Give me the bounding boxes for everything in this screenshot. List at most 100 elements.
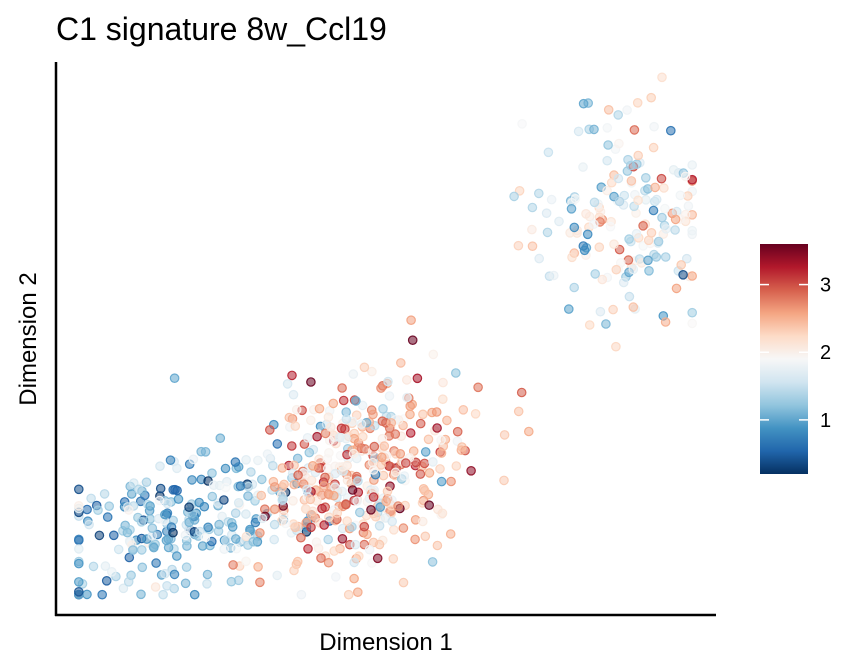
data-point (605, 221, 616, 232)
data-point (680, 171, 691, 182)
data-point (602, 155, 612, 166)
data-point (381, 496, 391, 507)
data-point (86, 493, 96, 504)
data-point (659, 183, 669, 193)
data-point (253, 455, 263, 466)
data-point (436, 476, 447, 487)
data-point (438, 377, 448, 388)
data-point (410, 534, 420, 545)
data-point (388, 524, 399, 535)
data-point (589, 124, 599, 135)
data-point (226, 576, 237, 587)
data-point (395, 358, 406, 368)
data-point (427, 557, 438, 567)
data-point (133, 484, 144, 495)
data-point (458, 404, 469, 415)
data-point (665, 125, 676, 136)
data-point (648, 205, 659, 216)
data-point (323, 557, 334, 568)
data-point (563, 304, 574, 314)
data-point (578, 98, 589, 109)
data-point (284, 412, 295, 423)
data-point (312, 431, 322, 442)
data-point (588, 219, 599, 229)
data-point (470, 408, 481, 419)
data-point (390, 467, 401, 478)
data-point (241, 556, 251, 567)
data-point (437, 508, 448, 519)
data-point (527, 202, 538, 213)
data-point (173, 494, 184, 504)
data-point (306, 522, 316, 533)
data-point (582, 229, 593, 240)
data-point (411, 457, 421, 468)
data-point (256, 490, 267, 501)
data-point (595, 306, 606, 317)
data-point (527, 241, 538, 251)
data-point (332, 508, 343, 518)
data-point (147, 523, 158, 533)
data-point (405, 409, 415, 420)
data-point (516, 387, 527, 398)
data-point (305, 415, 316, 426)
data-point (314, 403, 325, 414)
data-point (264, 425, 275, 435)
data-point (163, 542, 174, 553)
data-point (369, 441, 380, 452)
data-point (172, 485, 182, 496)
data-point (341, 499, 351, 510)
data-point (230, 457, 241, 467)
data-point (219, 544, 229, 554)
data-point (74, 558, 84, 569)
data-point (324, 512, 334, 522)
data-point (303, 543, 313, 554)
data-point (435, 464, 445, 474)
data-point (513, 406, 524, 417)
data-point (93, 505, 103, 515)
data-point (450, 368, 461, 378)
data-point (208, 480, 219, 490)
data-point (367, 366, 377, 377)
data-point (509, 191, 519, 202)
data-point (214, 519, 224, 530)
data-point (272, 570, 282, 581)
data-point (141, 477, 152, 487)
data-point (348, 369, 359, 379)
data-point (155, 461, 165, 471)
data-point (415, 418, 426, 429)
data-point (640, 173, 651, 183)
data-point (241, 454, 251, 465)
data-point (126, 489, 137, 499)
data-point (437, 394, 448, 404)
data-point (353, 551, 364, 561)
data-point (419, 485, 430, 496)
data-point (181, 562, 192, 572)
data-point (357, 400, 368, 411)
data-point (277, 463, 288, 473)
data-point (452, 426, 463, 437)
data-point (118, 583, 129, 594)
data-point (347, 485, 358, 495)
data-point (614, 138, 624, 149)
data-point (445, 529, 456, 539)
data-point (255, 528, 265, 538)
data-point (288, 519, 299, 529)
data-point (322, 453, 333, 464)
data-point (581, 209, 591, 219)
data-point (189, 515, 200, 525)
data-point (687, 318, 697, 329)
data-point (123, 576, 134, 587)
data-point (317, 503, 327, 514)
data-point (375, 502, 385, 512)
data-point (611, 341, 621, 352)
data-point (423, 434, 434, 445)
data-point (657, 212, 667, 223)
data-point (623, 154, 633, 165)
data-point (629, 125, 640, 135)
data-point (241, 509, 251, 519)
data-point (393, 501, 403, 511)
data-point (432, 423, 442, 433)
data-point (290, 421, 301, 431)
data-point (349, 433, 359, 444)
data-point (165, 455, 176, 465)
